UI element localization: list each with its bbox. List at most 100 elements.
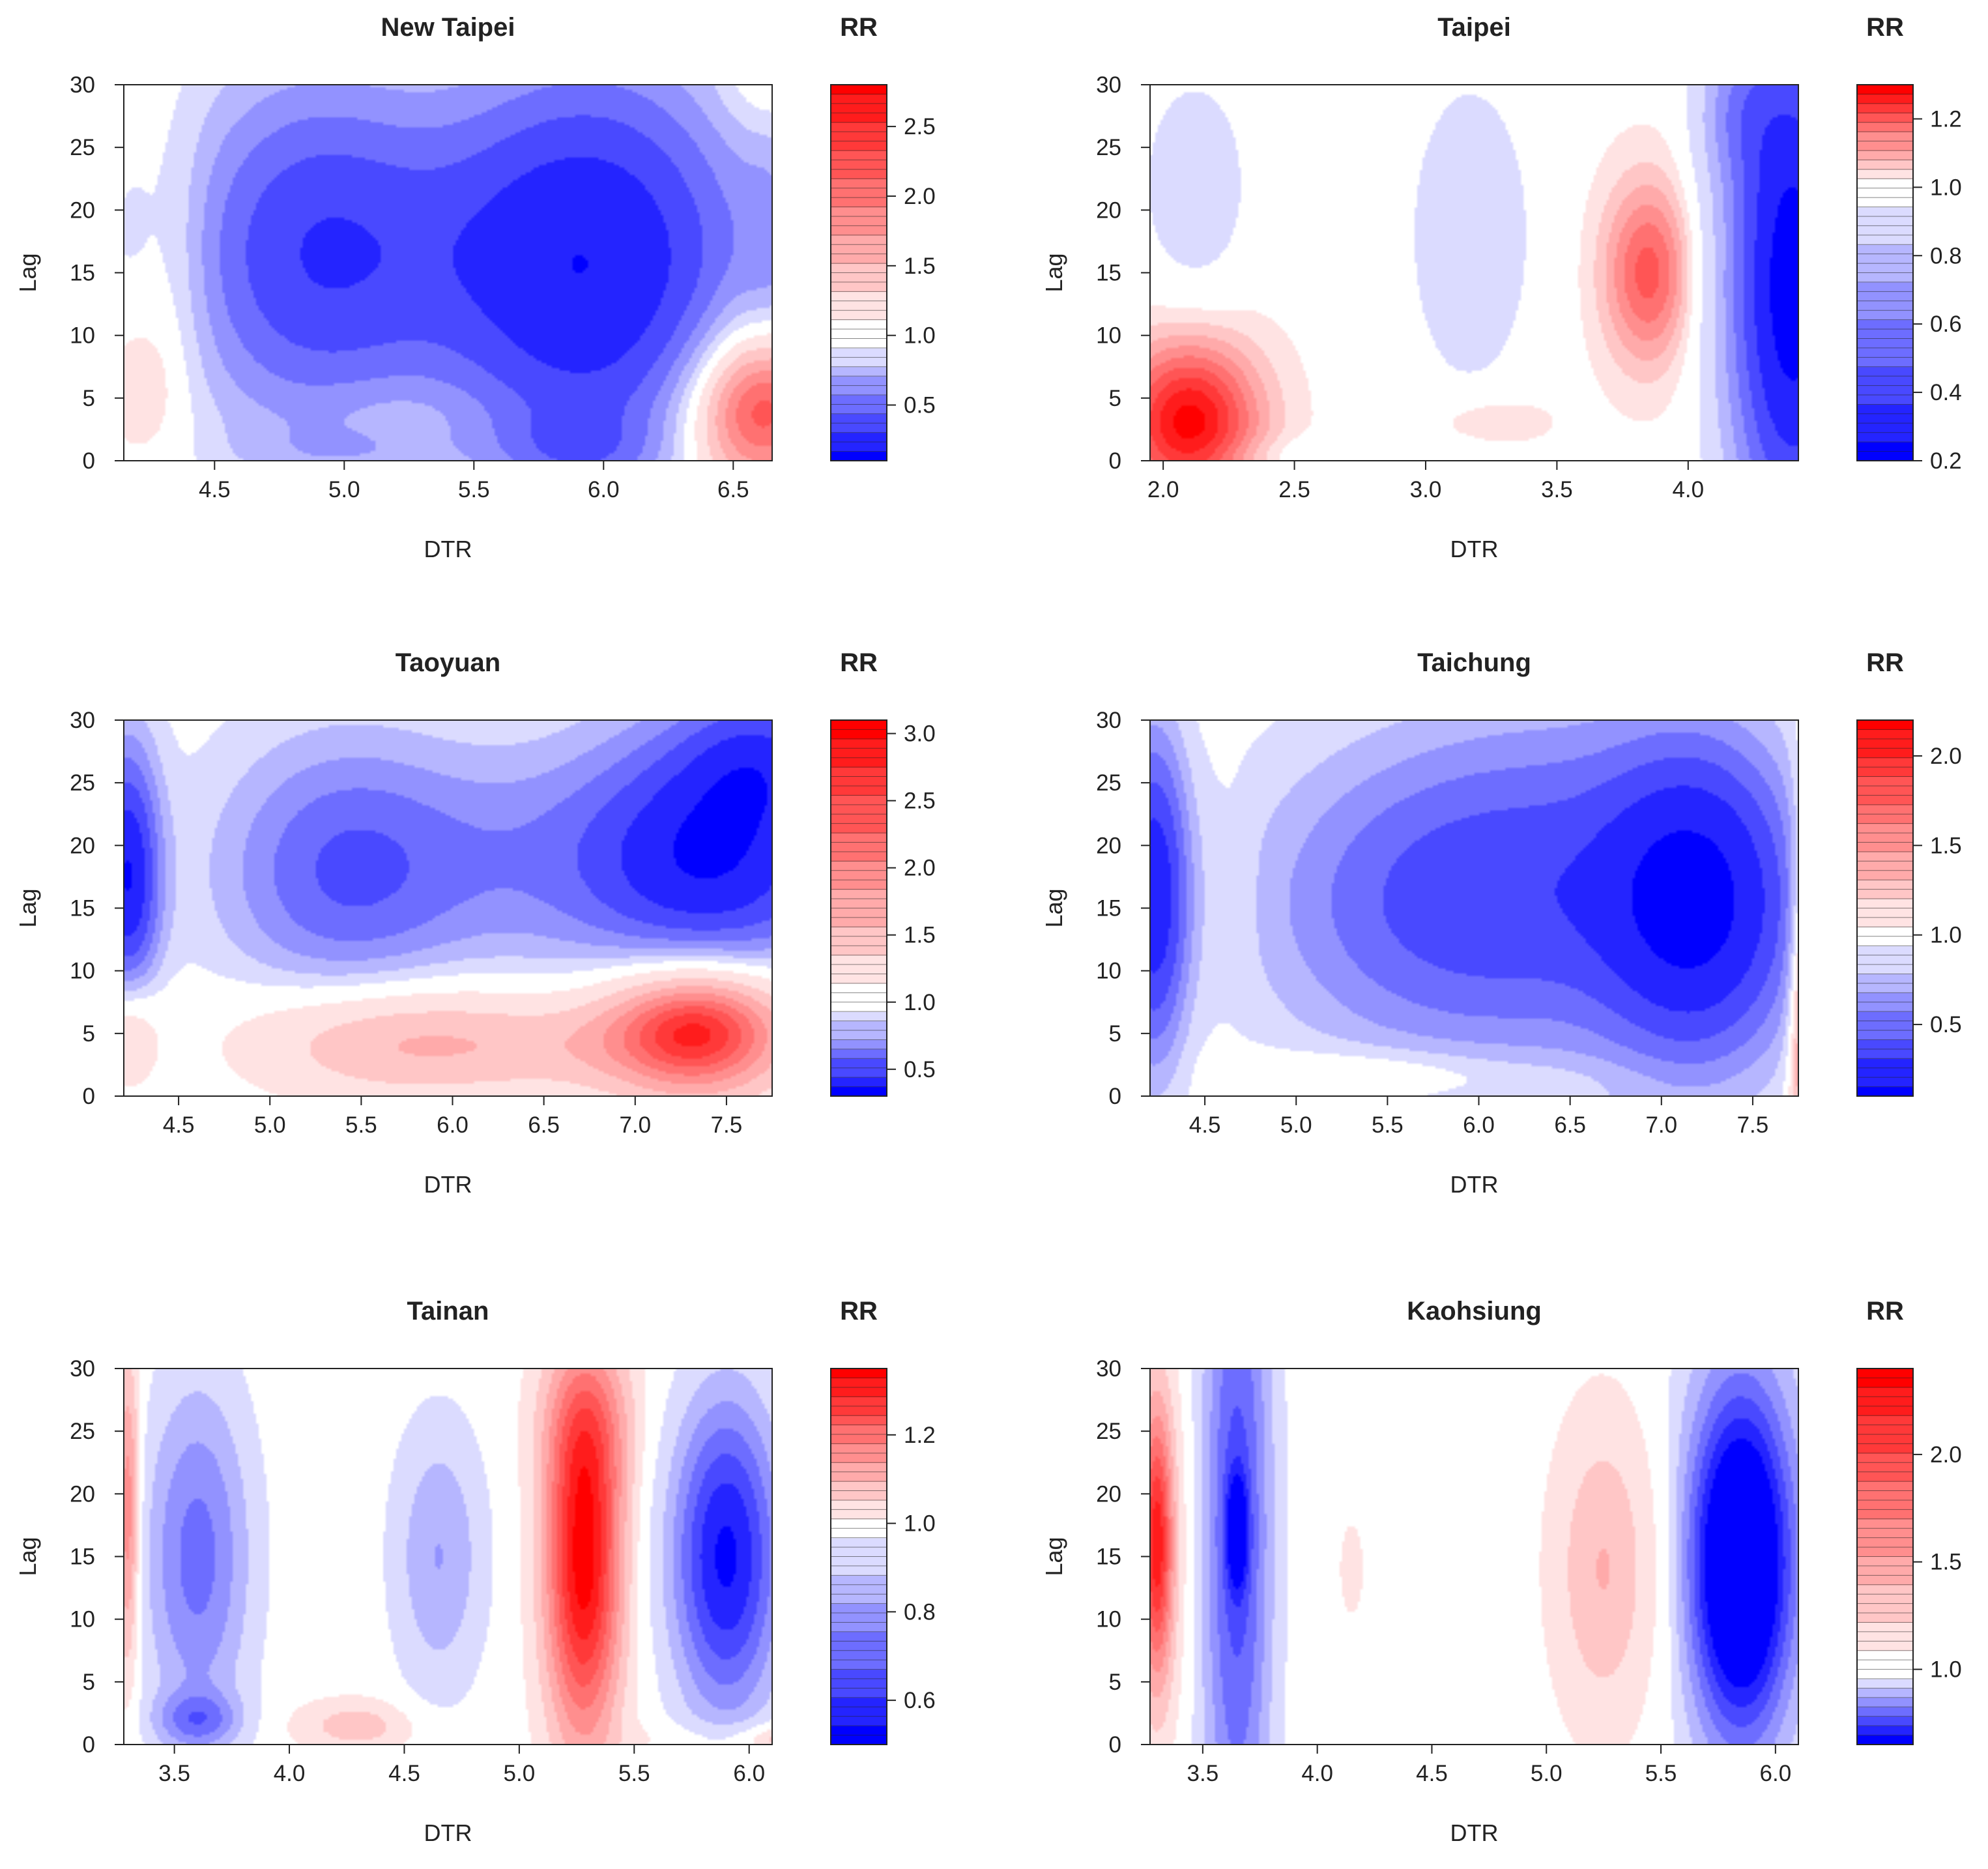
color-key-band [831,757,887,768]
color-key-band [831,197,887,208]
color-key-band [1857,169,1913,179]
color-key-frame [1856,84,1914,461]
color-key-title: RR [1866,13,1904,42]
x-tick-label: 3.5 [158,1761,190,1786]
color-key-title: RR [840,13,878,42]
x-tick-label: 5.5 [1372,1112,1404,1138]
color-key-band [831,1584,887,1595]
contour-field [124,720,772,1096]
color-key-band [831,814,887,824]
color-key-band [831,413,887,424]
color-key-band [831,451,887,461]
color-key-band [1857,1462,1913,1473]
y-tick-label: 0 [83,1732,95,1758]
color-key-band [831,113,887,123]
color-key-band [831,1369,887,1379]
y-axis-label: Lag [14,888,41,927]
x-tick-label: 4.0 [274,1761,306,1786]
color-key-band [1857,1650,1913,1660]
x-tick-label: 4.5 [1189,1112,1221,1138]
color-key-band [1857,1556,1913,1567]
y-tick-label: 10 [70,1607,95,1632]
color-key-tick-label: 2.0 [1930,1442,1962,1468]
color-key-band [1857,1481,1913,1492]
color-key-band [1857,451,1913,461]
panel-taipei: Taipei 2.0 2.5 3.0 3.5 4.0 DTR 0 5 10 15 20 25 30 Lag 0… [1041,13,1962,562]
color-key-band [1857,376,1913,386]
color-key-title: RR [1866,1297,1904,1326]
color-key-tick-label: 2.5 [904,789,936,814]
x-axis-label: DTR [424,1819,472,1846]
color-key-band [1857,1707,1913,1717]
color-key-tick-label: 1.0 [1930,1657,1962,1683]
color-key-band [1857,1434,1913,1444]
color-key-band [1857,1058,1913,1069]
x-tick-label: 6.5 [528,1112,560,1138]
color-key-band [1857,160,1913,170]
x-tick-label: 4.5 [1416,1761,1448,1786]
color-key-band [831,1462,887,1473]
color-key-tick-label: 0.4 [1930,380,1962,405]
contour-field [124,85,772,461]
x-tick-label: 5.0 [504,1761,536,1786]
y-tick-label: 25 [70,770,95,796]
color-key-band [831,103,887,113]
color-key-band [1857,748,1913,759]
color-key-band [831,395,887,405]
contour-field [1150,720,1798,1096]
color-key-band [831,141,887,151]
y-tick-label: 15 [70,1544,95,1570]
color-key-band [1857,113,1913,123]
color-key-band [1857,776,1913,787]
color-key-band [831,1631,887,1642]
color-key-band [831,870,887,880]
color-key: 0.5 1.0 1.5 2.0 2.5 [830,84,936,461]
color-key-title: RR [1866,648,1904,677]
x-tick-label: 4.0 [1301,1761,1333,1786]
color-key-band [831,1650,887,1660]
color-key-band [831,738,887,749]
y-tick-label: 5 [83,386,95,411]
color-key-tick-label: 1.0 [904,323,936,349]
color-key-tick-label: 0.6 [904,1688,936,1713]
color-key-band [1857,1528,1913,1539]
color-key-tick-label: 0.8 [1930,243,1962,268]
color-key-band [1857,1669,1913,1679]
color-key-band [1857,1077,1913,1088]
color-key-band [831,357,887,368]
color-key-band [831,160,887,170]
color-key-band [831,216,887,226]
color-key-band [831,169,887,179]
color-key-band [1857,235,1913,245]
y-tick-label: 5 [1109,386,1121,411]
color-key-band [1857,1509,1913,1520]
color-key-band [1857,1369,1913,1379]
color-key-band [1857,423,1913,433]
color-key-band [831,974,887,984]
color-key-band [1857,1679,1913,1689]
color-key-band [1857,132,1913,142]
color-key-band [1857,1594,1913,1604]
color-key-band [1857,983,1913,993]
color-key-band [831,767,887,777]
color-key-band [831,936,887,946]
color-key-band [1857,179,1913,189]
color-key-band [831,1471,887,1482]
y-tick-label: 5 [83,1670,95,1695]
color-key-band [1857,282,1913,292]
color-key-band [831,1679,887,1689]
y-tick-label: 20 [1096,833,1121,858]
color-key-band [1857,955,1913,965]
color-key-band [831,1669,887,1679]
x-tick-label: 3.5 [1187,1761,1219,1786]
color-key-band [831,1481,887,1492]
color-key-band [831,1575,887,1586]
color-key-band [1857,122,1913,132]
color-key-band [1857,357,1913,368]
x-tick-label: 5.0 [328,477,360,502]
color-key-band [831,1537,887,1548]
color-key-frame [830,84,887,461]
color-key-band [1857,150,1913,160]
color-key: 0.5 1.0 1.5 2.0 2.5 3.0 [830,719,936,1097]
y-tick-label: 30 [70,1356,95,1382]
